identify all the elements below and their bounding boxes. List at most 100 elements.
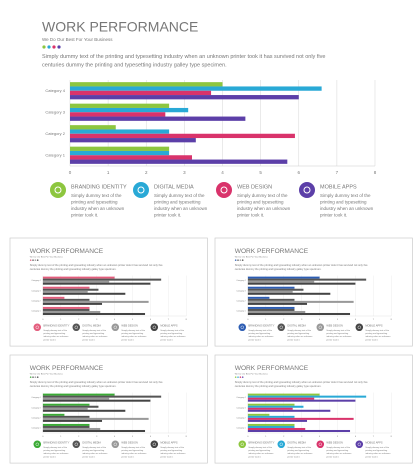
bar (70, 95, 299, 100)
category-label: Category 2 (236, 299, 245, 302)
x-tick-label: 6 (150, 436, 152, 438)
feature-title: WEB DESIGN (326, 324, 343, 328)
bar (247, 393, 320, 396)
category-label: Category 2 (236, 416, 245, 419)
slide-title: WORK PERFORMANCE (42, 19, 198, 35)
category-label: Category 1 (45, 152, 65, 157)
bar (70, 146, 170, 151)
accent-dot (29, 259, 32, 261)
accent-dot (237, 376, 239, 378)
bar (42, 288, 99, 291)
bar (42, 282, 151, 285)
feature-icon (316, 323, 325, 332)
accent-dot (32, 259, 34, 261)
bar (247, 415, 295, 418)
x-tick-label: 8 (391, 436, 393, 438)
bar (70, 112, 166, 117)
slide-subtitle: We Do Our Best For Your Business (30, 372, 63, 375)
bar (247, 282, 356, 285)
bar (42, 427, 101, 430)
feature-text: Simply dummy text of the printing and ty… (71, 193, 126, 218)
accent-dot (42, 45, 46, 49)
bar (70, 155, 192, 160)
bar (42, 397, 110, 400)
feature-icon (277, 440, 286, 449)
feature-icon-glyph (54, 186, 62, 194)
feature-text: Simply dummy text of the printing and ty… (160, 329, 186, 341)
bar (247, 278, 367, 281)
bar (42, 423, 90, 426)
bar (42, 290, 88, 293)
bar (42, 292, 126, 295)
feature-title: DIGITAL MEDIA (287, 324, 306, 328)
accent-dot (241, 376, 244, 378)
feature-title: BRANDING IDENTITY (43, 441, 69, 445)
x-tick-label: 4 (114, 319, 116, 321)
slide-subtitle: We Do Our Best For Your Business (235, 255, 268, 258)
bar (247, 296, 270, 299)
category-label: Category 4 (236, 279, 245, 282)
bar (42, 310, 101, 313)
feature-icon-glyph (74, 325, 78, 329)
bar (247, 280, 315, 283)
bar (42, 403, 90, 406)
accent-dot (29, 376, 32, 378)
description: Simply dummy text of the printing and ty… (235, 262, 369, 270)
x-tick-label: 5 (132, 319, 134, 321)
bar (70, 107, 189, 113)
accent-dot (239, 259, 242, 261)
accent-dot (237, 259, 239, 261)
feature-icon (33, 440, 42, 449)
feature-icon-glyph (357, 325, 361, 329)
x-tick-label: 4 (319, 436, 321, 438)
bar (42, 298, 90, 301)
bar (42, 417, 149, 420)
x-tick-label: 5 (337, 436, 339, 438)
feature-icon-glyph (279, 325, 283, 329)
bar (247, 395, 367, 398)
feature-text: Simply dummy text of the printing and ty… (248, 446, 274, 458)
bar (247, 300, 354, 303)
bar (42, 419, 103, 422)
category-label: Category 3 (236, 289, 245, 292)
x-tick-label: 2 (283, 436, 285, 438)
bar (42, 302, 103, 305)
x-tick-label: 6 (150, 319, 152, 321)
feature-title: BRANDING IDENTITY (43, 324, 69, 328)
x-tick-label: 6 (355, 436, 357, 438)
category-label: Category 1 (236, 426, 245, 429)
bar (247, 413, 270, 416)
bar (70, 150, 170, 156)
x-tick-label: 1 (107, 170, 110, 175)
x-tick-label: 2 (145, 170, 148, 175)
bar (70, 103, 170, 108)
x-tick-label: 0 (42, 436, 44, 438)
feature-icon-glyph (74, 442, 78, 446)
feature-icon (50, 182, 66, 198)
bar (42, 296, 65, 299)
x-tick-label: 8 (186, 319, 188, 321)
bar (247, 405, 304, 408)
bar (70, 125, 116, 130)
slide: WORK PERFORMANCE We Do Our Best For Your … (0, 0, 420, 230)
feature-icon-glyph (240, 442, 244, 446)
feature-title: WEB DESIGN (326, 441, 343, 445)
feature-title: BRANDING IDENTITY (248, 324, 274, 328)
feature-icon-glyph (113, 325, 117, 329)
category-label: Category 2 (31, 299, 40, 302)
feature-text: Simply dummy text of the printing and ty… (43, 329, 69, 341)
bar (247, 286, 295, 289)
slide-background (9, 237, 208, 347)
bar (247, 302, 308, 305)
bar (247, 403, 295, 406)
bar (42, 312, 146, 316)
bar (42, 425, 90, 428)
x-tick-label: 6 (297, 170, 300, 175)
description: Simply dummy text of the printing and ty… (30, 262, 164, 270)
feature-text: Simply dummy text of the printing and ty… (248, 329, 274, 341)
feature-title: MOBILE APPS (320, 184, 357, 190)
category-label: Category 3 (236, 406, 245, 409)
bar (42, 413, 65, 416)
feature-icon (238, 440, 247, 449)
